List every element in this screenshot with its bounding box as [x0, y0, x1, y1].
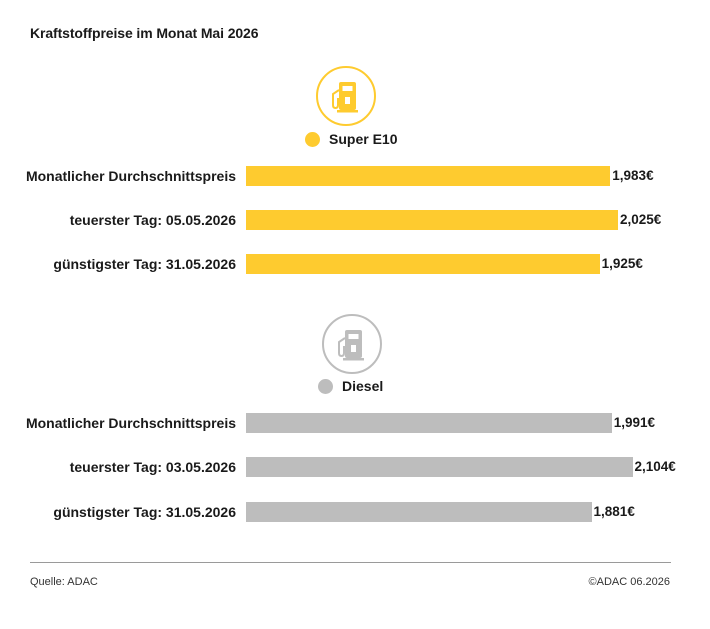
fuel-pump-icon — [316, 66, 376, 126]
value-label: 1,925€ — [601, 256, 643, 271]
bar — [246, 254, 600, 274]
bar — [246, 413, 612, 433]
legend-dot-e10 — [305, 131, 320, 147]
category-label: teuerster Tag: 03.05.2026 — [69, 459, 236, 475]
value-label: 1,983€ — [612, 168, 654, 183]
diesel-chart: Diesel Monatlicher Durchschnittspreis 1,9… — [25, 314, 676, 522]
bar — [246, 210, 618, 230]
copyright-note: ©ADAC 06.2026 — [588, 576, 671, 588]
bar — [246, 166, 611, 186]
e10-chart: Super E10 Monatlicher Durchschnittspreis… — [0, 0, 710, 300]
value-label: 1,881€ — [593, 504, 635, 519]
chart-title: Kraftstoffpreise im Monat Mai 2026 — [30, 25, 259, 41]
bar — [246, 502, 592, 522]
legend-label-e10: Super E10 — [329, 131, 398, 147]
legend-e10: Super E10 — [305, 131, 397, 147]
category-label: teuerster Tag: 05.05.2026 — [69, 212, 236, 228]
value-label: 2,104€ — [634, 459, 676, 474]
legend-diesel: Diesel — [318, 378, 383, 394]
value-label: 1,991€ — [613, 415, 656, 430]
footer-divider — [30, 562, 671, 563]
bar — [246, 457, 633, 477]
category-label: Monatlicher Durchschnittspreis — [25, 415, 236, 431]
value-label: 2,025€ — [620, 212, 662, 227]
source-note: Quelle: ADAC — [30, 576, 98, 588]
fuel-pump-icon — [322, 314, 382, 374]
category-label: günstigster Tag: 31.05.2026 — [53, 256, 236, 272]
category-label: Monatlicher Durchschnittspreis — [25, 168, 236, 184]
legend-label-diesel: Diesel — [342, 378, 384, 394]
category-label: günstigster Tag: 31.05.2026 — [53, 504, 236, 520]
legend-dot-diesel — [318, 378, 333, 394]
